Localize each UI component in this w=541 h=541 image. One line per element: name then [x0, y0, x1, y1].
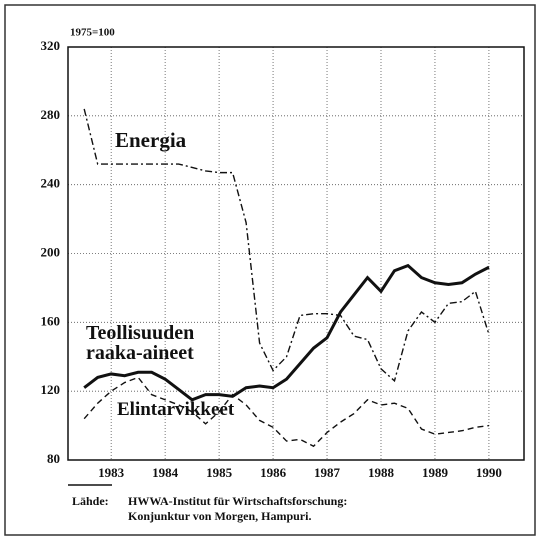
y-tick-label: 120	[41, 382, 61, 397]
y-tick-label: 200	[41, 244, 61, 259]
series-label: Energia	[115, 128, 187, 152]
y-tick-label: 280	[41, 107, 61, 122]
x-tick-label: 1988	[368, 465, 395, 480]
source-line: Konjunktur von Morgen, Hampuri.	[128, 509, 311, 523]
series-label: Teollisuuden raaka-aineet	[86, 322, 195, 364]
series-line	[83, 108, 490, 383]
frame	[4, 4, 536, 536]
x-tick-label: 1987	[314, 465, 341, 480]
x-tick-label: 1989	[422, 465, 449, 480]
x-tick-label: 1985	[206, 465, 233, 480]
y-tick-label: 160	[41, 313, 61, 328]
x-tick-label: 1990	[476, 465, 502, 480]
series-label: Elintarvikkeet	[117, 399, 235, 420]
source-label: Lähde:	[72, 494, 109, 508]
y-tick-label: 80	[47, 451, 60, 466]
plot-frame	[67, 46, 525, 461]
x-tick-label: 1984	[152, 465, 179, 480]
series-line	[83, 376, 490, 448]
x-tick-label: 1986	[260, 465, 287, 480]
unit-label: 1975=100	[70, 27, 115, 39]
source-line: HWWA-Institut für Wirtschaftsforschung:	[128, 494, 347, 508]
y-tick-label: 240	[41, 176, 61, 191]
y-tick-label: 320	[41, 38, 61, 53]
x-tick-label: 1983	[98, 465, 125, 480]
series-line	[83, 263, 490, 402]
